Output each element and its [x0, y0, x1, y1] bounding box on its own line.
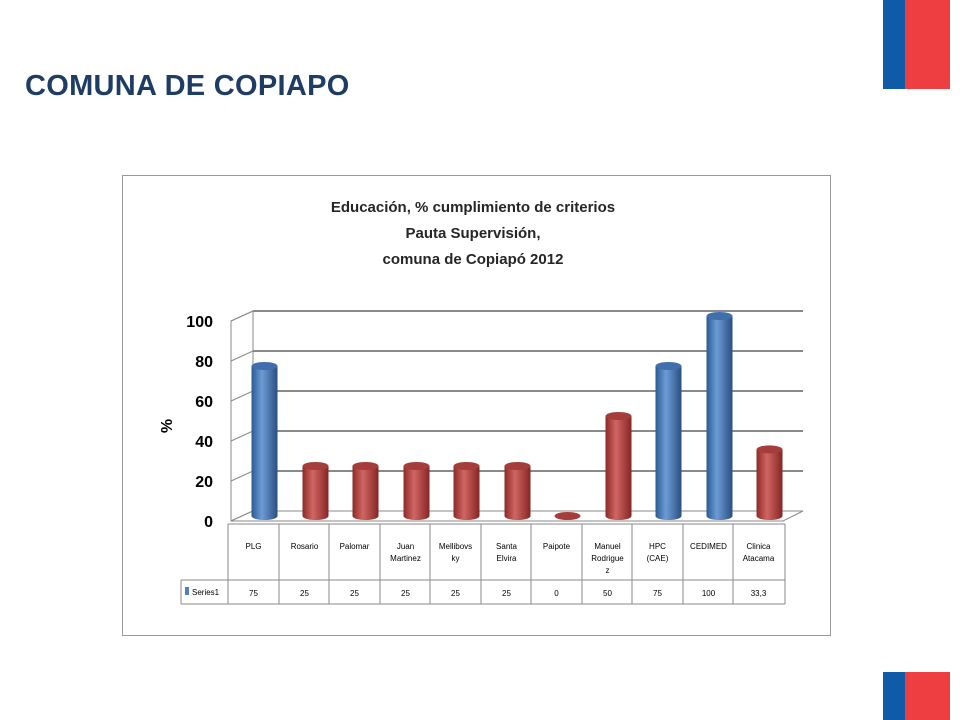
bar — [756, 445, 783, 520]
bar — [554, 512, 581, 520]
x-tick-label: Rodrigue — [591, 554, 624, 563]
bar-top — [352, 462, 379, 470]
chart-frame: Educación, % cumplimiento de criterios Pa… — [122, 175, 831, 636]
x-tick-label: Atacama — [743, 554, 775, 563]
gridline-depth — [230, 430, 254, 442]
flag-logo-bottom — [883, 672, 950, 720]
bar-body — [403, 466, 430, 520]
slide-title: COMUNA DE COPIAPO — [25, 70, 350, 102]
y-axis-label-text: % — [159, 419, 176, 433]
bar-top — [251, 362, 278, 370]
y-tick-label: 80 — [195, 354, 213, 371]
bar-body — [302, 466, 329, 520]
x-tick-label: Mellibovs — [439, 542, 472, 551]
gridline-depth — [230, 470, 254, 482]
bar-top — [706, 312, 733, 320]
data-label: 25 — [451, 589, 460, 598]
data-label: 25 — [350, 589, 359, 598]
bar-body — [655, 366, 682, 520]
data-label: 100 — [702, 589, 716, 598]
bar-top — [554, 512, 581, 520]
x-tick-label: Rosario — [291, 542, 319, 551]
chart-title-line: Educación, % cumplimiento de criterios — [331, 199, 615, 216]
flag-red-stripe — [905, 672, 950, 720]
data-label: 25 — [502, 589, 511, 598]
bar-body — [605, 416, 632, 520]
x-tick-label: (CAE) — [647, 554, 669, 563]
bar-body — [756, 449, 783, 520]
bar-body — [352, 466, 379, 520]
y-tick-label: 0 — [204, 514, 213, 531]
bar — [504, 462, 531, 520]
x-tick-label: HPC — [649, 542, 666, 551]
bar — [453, 462, 480, 520]
legend-key-label: Series1 — [192, 588, 220, 597]
bar-top — [504, 462, 531, 470]
data-label: 50 — [603, 589, 612, 598]
gridline-depth — [230, 350, 254, 362]
bar — [302, 462, 329, 520]
x-tick-label: CEDIMED — [690, 542, 727, 551]
y-axis-label: % — [159, 419, 176, 433]
bar-top — [302, 462, 329, 470]
data-label: 33,3 — [751, 589, 767, 598]
x-tick-label: Palomar — [340, 542, 370, 551]
x-tick-label: z — [606, 566, 610, 575]
x-tick-label: Martinez — [390, 554, 421, 563]
chart-side-wall — [230, 310, 254, 522]
bar-top — [403, 462, 430, 470]
bar-body — [706, 316, 733, 520]
x-tick-label: Elvira — [496, 554, 517, 563]
x-tick-label: PLG — [245, 542, 261, 551]
bar — [655, 362, 682, 520]
chart-data-table: Series1 PLG Rosario Palomar Juan Martinez Mell… — [180, 523, 786, 605]
data-label: 75 — [653, 589, 662, 598]
flag-logo-top — [883, 0, 950, 89]
bar-top — [655, 362, 682, 370]
bar-top — [756, 445, 783, 454]
y-tick-label: 100 — [186, 314, 213, 331]
flag-blue-stripe — [883, 672, 905, 720]
chart-title-line: comuna de Copiapó 2012 — [383, 251, 564, 268]
x-tick-label: ky — [452, 554, 460, 563]
y-tick-label: 60 — [195, 394, 213, 411]
bar-top — [453, 462, 480, 470]
bar-body — [453, 466, 480, 520]
bar-body — [504, 466, 531, 520]
data-label: 25 — [300, 589, 309, 598]
bar — [403, 462, 430, 520]
bar-chart: Educación, % cumplimiento de criterios Pa… — [159, 199, 804, 605]
legend-key-swatch — [185, 587, 189, 595]
data-label: 75 — [249, 589, 258, 598]
flag-red-stripe — [905, 0, 950, 89]
y-tick-label: 20 — [195, 474, 213, 491]
data-label: 0 — [554, 589, 559, 598]
bar — [706, 312, 733, 520]
bar-body — [251, 366, 278, 520]
x-tick-label: Juan — [397, 542, 414, 551]
flag-blue-stripe — [883, 0, 905, 89]
bar — [605, 412, 632, 520]
y-axis-ticks: 0 20 40 60 80 100 — [186, 314, 213, 531]
bar — [352, 462, 379, 520]
y-tick-label: 40 — [195, 434, 213, 451]
gridline-depth — [230, 390, 254, 402]
bar — [251, 362, 278, 520]
bar-top — [605, 412, 632, 420]
chart-title: Educación, % cumplimiento de criterios Pa… — [331, 199, 615, 268]
data-label: 25 — [401, 589, 410, 598]
x-tick-label: Clinica — [746, 542, 771, 551]
x-tick-label: Manuel — [594, 542, 620, 551]
gridline-depth — [230, 310, 254, 322]
x-tick-label: Santa — [496, 542, 517, 551]
chart-title-line: Pauta Supervisión, — [405, 225, 540, 242]
chart-bars — [251, 312, 783, 520]
x-tick-label: Paipote — [543, 542, 571, 551]
